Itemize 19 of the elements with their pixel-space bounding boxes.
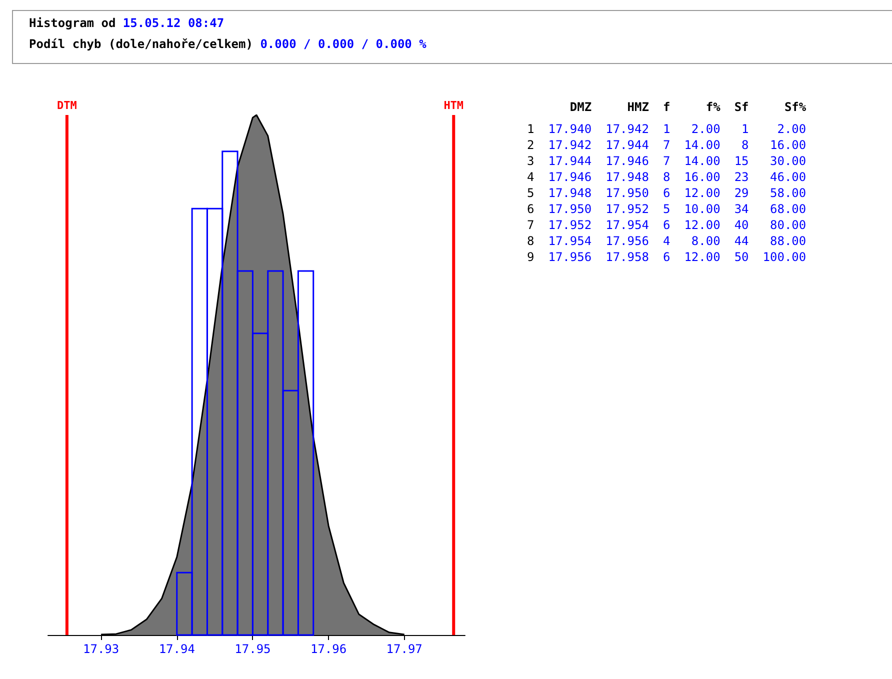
text: 1 17.940 17.942 1 2.00 1 2.00 [527,122,806,136]
text: 8 17.954 17.956 4 8.00 44 88.00 [527,234,806,248]
text: 9 17.956 17.958 6 12.00 50 100.00 [526,250,806,266]
ref-line-label: DTM [57,99,78,112]
x-tick-label: 17.93 [83,642,120,656]
x-tick-label: 17.94 [158,642,195,656]
text: 7 17.952 17.954 6 12.00 40 80.00 [527,218,806,232]
x-tick-label: 17.97 [386,642,422,656]
x-tick-label: 17.95 [234,642,271,656]
text: 3 17.944 17.946 7 14.00 15 30.00 [527,154,806,168]
text: 2 17.942 17.944 7 14.00 8 16.00 [527,138,806,152]
chart-title: Histogram od 15.05.12 08:47 [29,16,224,30]
text: DMZ HMZ f f% Sf Sf% [570,100,806,114]
text: 4 17.946 17.948 8 16.00 23 46.00 [527,170,806,184]
x-tick-label: 17.96 [310,642,347,656]
chart-subtitle: Podíl chyb (dole/nahoře/celkem) 0.000 / 0.000 / 0.000 % [29,37,426,51]
text: 6 17.950 17.952 5 10.00 34 68.00 [527,202,806,216]
ref-line-label: HTM [444,99,464,112]
text: 5 17.948 17.950 6 12.00 29 58.00 [527,186,806,200]
